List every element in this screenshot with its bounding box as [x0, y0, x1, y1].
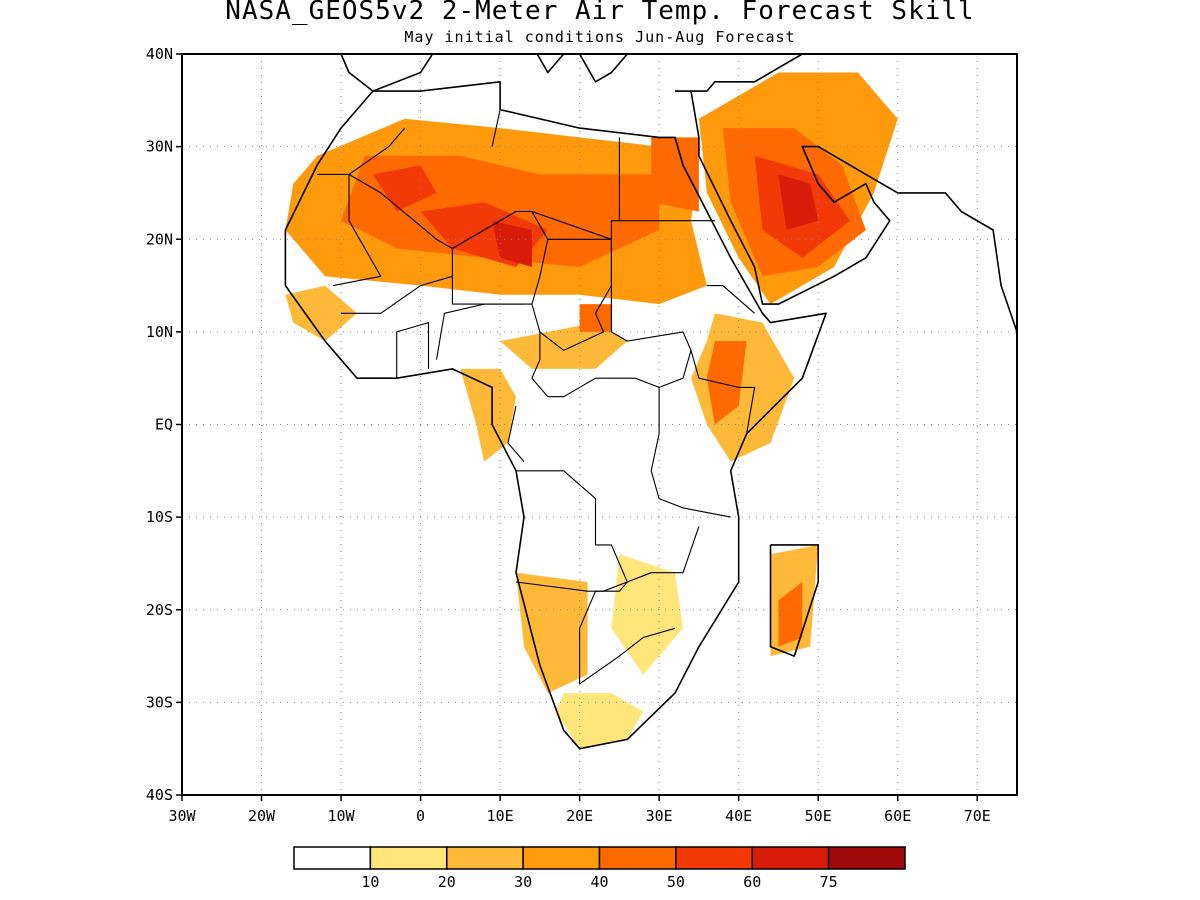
country-border-13 — [516, 470, 628, 684]
skill-region-13 — [706, 341, 747, 425]
skill-region-5 — [611, 554, 683, 675]
skill-region-12 — [651, 137, 699, 212]
colorbar-swatch-2 — [446, 846, 524, 870]
colorbar-label-2: 30 — [514, 873, 532, 891]
colorbar-label-3: 40 — [590, 873, 608, 891]
axis-ticks: 40N 30N 20N 10N EQ 10S 20S 30S 40S 30W 20W 10W 0 10E 2… — [146, 45, 991, 825]
colorbar-swatch-4 — [598, 846, 677, 870]
colorbar-label-1: 20 — [438, 873, 456, 891]
map-title: NASA_GEOS5v2 2-Meter Air Temp. Forecast … — [225, 0, 975, 26]
lat-tick-label-4: EQ — [155, 416, 173, 434]
colorbar: 10 20 30 40 50 60 75 — [293, 846, 906, 891]
colorbar-label-6: 75 — [820, 873, 838, 891]
lon-tick-label-10: 70E — [964, 807, 991, 825]
lon-tick-label-4: 10E — [487, 807, 514, 825]
lon-tick-label-6: 30E — [646, 807, 673, 825]
country-borders-layer — [317, 109, 756, 685]
country-border-1 — [348, 127, 406, 175]
skill-region-14 — [778, 582, 803, 647]
skill-shading-layer — [285, 72, 898, 749]
colorbar-label-4: 50 — [667, 873, 685, 891]
country-border-11 — [690, 350, 756, 434]
coastline-layer — [284, 54, 1017, 750]
map-subtitle: May initial conditions Jun-Aug Forecast — [404, 28, 796, 46]
country-border-8 — [610, 239, 692, 388]
lat-tick-label-3: 10N — [146, 323, 173, 341]
coastline-2 — [690, 90, 1017, 333]
skill-region-9 — [500, 322, 628, 369]
skill-region-8 — [460, 368, 516, 462]
lat-tick-label-6: 20S — [146, 601, 173, 619]
country-border-17 — [396, 322, 430, 379]
country-border-15 — [579, 627, 676, 685]
lon-tick-label-3: 0 — [416, 807, 425, 825]
country-border-16 — [507, 405, 525, 462]
skill-region-6 — [555, 693, 644, 749]
colorbar-swatch-5 — [675, 846, 753, 870]
lon-tick-label-1: 20W — [248, 807, 276, 825]
skill-region-18 — [372, 165, 437, 212]
country-border-9 — [531, 331, 660, 398]
coastline-5 — [536, 54, 565, 74]
lon-tick-label-7: 40E — [725, 807, 752, 825]
country-border-6 — [491, 109, 501, 147]
colorbar-swatch-7 — [827, 846, 906, 870]
lat-tick-label-2: 20N — [146, 230, 173, 248]
skill-region-3 — [516, 572, 588, 694]
colorbar-swatch-0 — [293, 846, 372, 870]
skill-region-20 — [778, 174, 819, 230]
lon-tick-label-2: 10W — [328, 807, 356, 825]
country-border-14 — [515, 526, 700, 592]
lon-tick-label-9: 60E — [884, 807, 911, 825]
lat-tick-label-8: 40S — [146, 786, 173, 804]
country-border-12 — [650, 387, 731, 518]
lon-tick-label-0: 30W — [168, 807, 196, 825]
colorbar-swatch-3 — [522, 846, 601, 870]
skill-region-15 — [579, 304, 612, 332]
country-border-3 — [341, 248, 453, 314]
lat-tick-label-7: 30S — [146, 693, 173, 711]
skill-region-7 — [285, 285, 357, 342]
colorbar-label-0: 10 — [361, 873, 379, 891]
coastline-3 — [675, 54, 803, 92]
country-border-10 — [706, 285, 755, 314]
coastline-6 — [578, 54, 628, 83]
lat-tick-label-5: 10S — [146, 508, 173, 526]
coastline-4 — [340, 54, 434, 92]
country-border-0 — [317, 173, 382, 287]
lon-tick-label-8: 50E — [805, 807, 832, 825]
country-border-4 — [451, 210, 549, 305]
colorbar-label-5: 60 — [743, 873, 761, 891]
lat-tick-label-0: 40N — [146, 45, 173, 63]
coastline-0 — [284, 81, 827, 750]
colorbar-swatch-6 — [751, 846, 830, 870]
coastline-1 — [769, 544, 820, 657]
lon-tick-label-5: 20E — [566, 807, 593, 825]
country-border-18 — [435, 303, 524, 360]
lat-tick-label-1: 30N — [146, 138, 173, 156]
colorbar-swatch-1 — [369, 846, 448, 870]
skill-region-19 — [492, 220, 532, 267]
